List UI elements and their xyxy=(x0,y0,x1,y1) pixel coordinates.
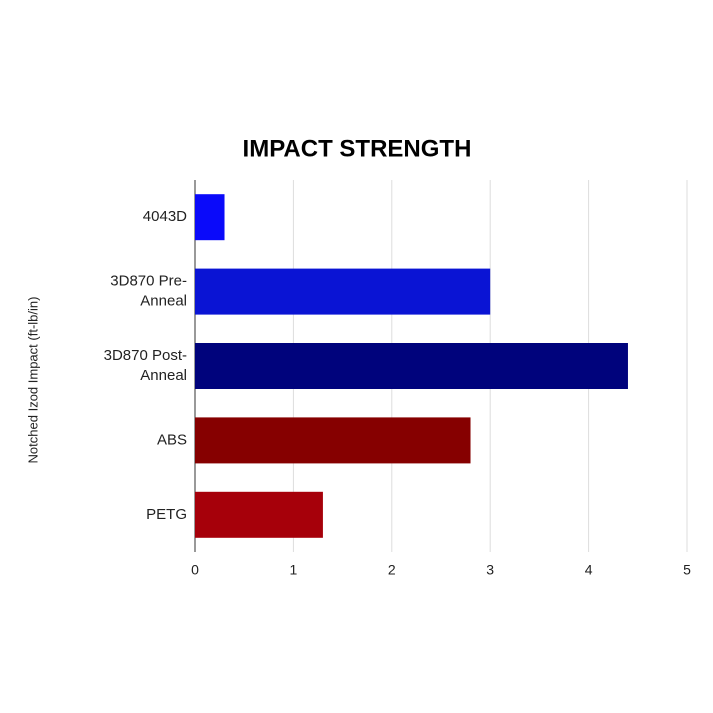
x-tick-label: 5 xyxy=(683,562,691,578)
x-tick-label: 2 xyxy=(388,562,396,578)
bar xyxy=(195,417,471,464)
y-tick-label: 4043D xyxy=(143,208,187,225)
bar xyxy=(195,194,225,241)
chart-title: IMPACT STRENGTH xyxy=(243,135,472,162)
y-tick-label: 3D870 Pre-Anneal xyxy=(110,273,187,310)
bar xyxy=(195,491,323,538)
bar xyxy=(195,268,491,315)
y-tick-label: ABS xyxy=(157,431,187,448)
y-tick-label: PETG xyxy=(146,506,187,523)
y-axis-label: Notched Izod Impact (ft-lb/in) xyxy=(25,297,40,464)
bar xyxy=(195,343,628,389)
x-tick-label: 1 xyxy=(290,562,298,578)
y-tick-label: 3D870 Post-Anneal xyxy=(104,347,187,384)
x-tick-label: 0 xyxy=(191,562,199,578)
x-tick-label: 3 xyxy=(486,562,494,578)
x-tick-label: 4 xyxy=(585,562,593,578)
